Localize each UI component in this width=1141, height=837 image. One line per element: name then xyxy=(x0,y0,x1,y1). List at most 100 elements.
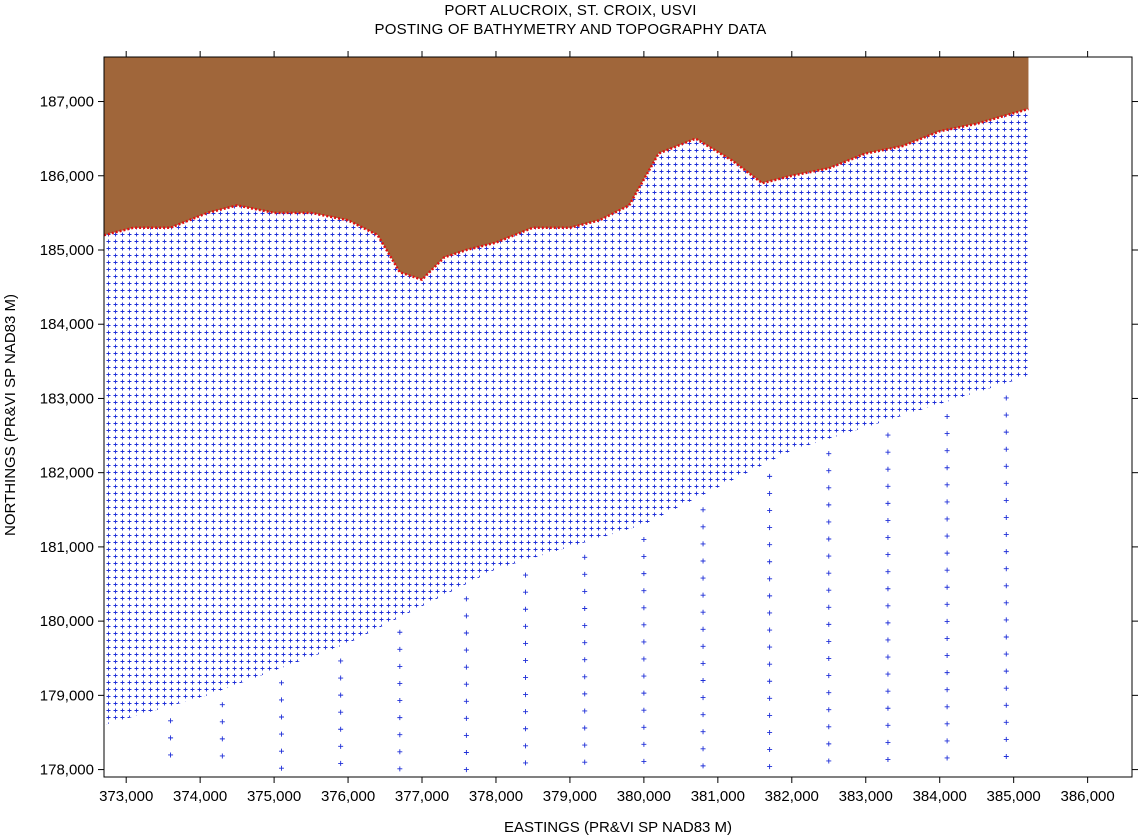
y-tick-label: 179,000 xyxy=(40,687,94,704)
sounding-point xyxy=(700,712,706,718)
sounding-point xyxy=(641,707,647,713)
sounding-point xyxy=(767,695,773,701)
sounding-point xyxy=(885,466,891,472)
sounding-point xyxy=(700,643,706,649)
x-tick-label: 379,000 xyxy=(543,788,597,805)
sounding-point xyxy=(767,729,773,735)
sounding-point xyxy=(1003,463,1009,469)
sounding-point xyxy=(767,490,773,496)
sounding-point xyxy=(582,742,588,748)
sounding-point xyxy=(944,533,950,539)
sounding-point xyxy=(826,468,832,474)
sounding-point xyxy=(1003,719,1009,725)
sounding-point xyxy=(1003,446,1009,452)
sounding-point xyxy=(168,735,174,741)
y-tick-label: 185,000 xyxy=(40,242,94,259)
sounding-point xyxy=(944,755,950,761)
y-tick-label: 182,000 xyxy=(40,465,94,482)
sounding-point xyxy=(885,654,891,660)
sounding-point xyxy=(944,618,950,624)
sounding-point xyxy=(826,519,832,525)
sounding-point xyxy=(885,552,891,558)
sounding-point xyxy=(885,722,891,728)
sounding-point xyxy=(463,664,469,670)
sounding-point xyxy=(767,627,773,633)
sounding-point xyxy=(219,736,225,742)
sounding-point xyxy=(219,753,225,759)
sounding-point xyxy=(767,508,773,514)
sounding-point xyxy=(767,559,773,565)
sounding-point xyxy=(885,449,891,455)
sounding-point xyxy=(826,536,832,542)
sounding-point xyxy=(700,524,706,530)
sounding-point xyxy=(338,658,344,664)
sounding-point xyxy=(885,603,891,609)
sounding-point xyxy=(582,606,588,612)
sounding-point xyxy=(397,663,403,669)
sounding-point xyxy=(463,613,469,619)
sounding-point xyxy=(582,708,588,714)
sounding-point xyxy=(944,567,950,573)
sounding-point xyxy=(1003,532,1009,538)
sounding-point xyxy=(700,746,706,752)
sounding-point xyxy=(523,675,529,681)
sounding-point xyxy=(885,739,891,745)
x-tick-label: 386,000 xyxy=(1061,788,1115,805)
x-tick-label: 382,000 xyxy=(765,788,819,805)
sounding-point xyxy=(885,688,891,694)
x-tick-label: 383,000 xyxy=(839,788,893,805)
sounding-point xyxy=(767,747,773,753)
sounding-point xyxy=(826,638,832,644)
y-tick-label: 186,000 xyxy=(40,168,94,185)
sounding-point xyxy=(582,674,588,680)
sounding-point xyxy=(582,759,588,765)
sounding-point xyxy=(944,482,950,488)
sounding-point xyxy=(826,587,832,593)
x-tick-label: 373,000 xyxy=(99,788,153,805)
sounding-point xyxy=(641,724,647,730)
sounding-point xyxy=(767,610,773,616)
sounding-point xyxy=(1003,480,1009,486)
sounding-point xyxy=(1003,685,1009,691)
sounding-point xyxy=(278,748,284,754)
topography-coastline xyxy=(104,107,1029,282)
x-tick-label: 385,000 xyxy=(987,788,1041,805)
sounding-point xyxy=(338,709,344,715)
sounding-point xyxy=(463,681,469,687)
sounding-point xyxy=(641,605,647,611)
sounding-point xyxy=(641,571,647,577)
y-axis-title: NORTHINGS (PR&VI SP NAD83 M) xyxy=(2,294,19,536)
sounding-point xyxy=(219,702,225,708)
sounding-point xyxy=(944,687,950,693)
sounding-point xyxy=(641,656,647,662)
x-tick-label: 376,000 xyxy=(321,788,375,805)
sounding-point xyxy=(944,653,950,659)
sounding-point xyxy=(397,749,403,755)
y-axis: 178,000 179,000 180,000 181,000 182,000 183,0… xyxy=(40,94,1138,779)
sounding-point xyxy=(641,588,647,594)
sounding-point xyxy=(885,671,891,677)
sounding-point xyxy=(641,758,647,764)
sounding-point xyxy=(826,485,832,491)
sounding-point xyxy=(523,623,529,629)
sounding-point xyxy=(700,695,706,701)
sounding-point xyxy=(767,678,773,684)
sounding-point xyxy=(582,725,588,731)
nearshore-survey-area xyxy=(104,108,1029,726)
sounding-point xyxy=(944,670,950,676)
sounding-point xyxy=(338,726,344,732)
sounding-point xyxy=(767,712,773,718)
sounding-point xyxy=(826,707,832,713)
sounding-point xyxy=(397,680,403,686)
sounding-point xyxy=(885,756,891,762)
sounding-point xyxy=(168,718,174,724)
sounding-point xyxy=(826,741,832,747)
x-tick-label: 381,000 xyxy=(691,788,745,805)
x-tick-label: 374,000 xyxy=(173,788,227,805)
sounding-point xyxy=(700,729,706,735)
sounding-point xyxy=(1003,617,1009,623)
sounding-point xyxy=(885,500,891,506)
sounding-point xyxy=(1003,566,1009,572)
sounding-point xyxy=(338,675,344,681)
sounding-point xyxy=(1003,395,1009,401)
